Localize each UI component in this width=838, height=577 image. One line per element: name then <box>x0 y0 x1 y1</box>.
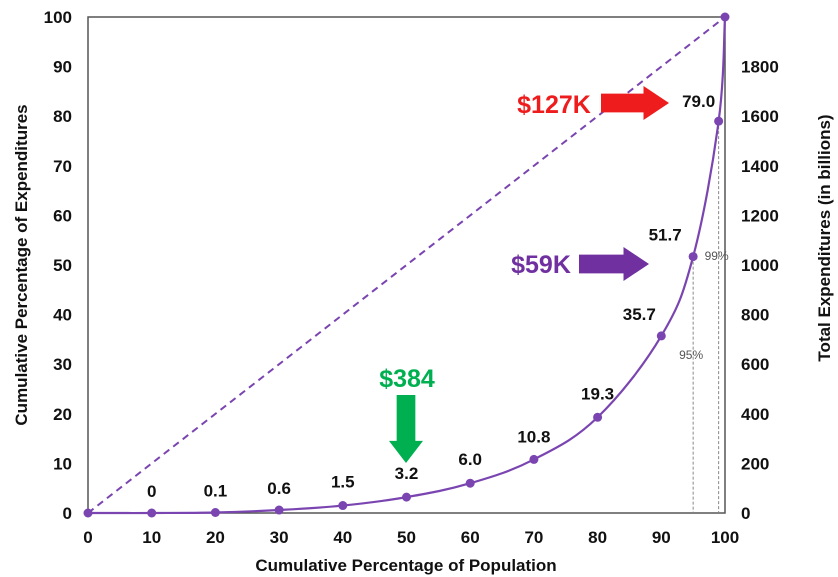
y-tick-label: 30 <box>53 355 72 374</box>
y2-tick-label: 200 <box>741 454 769 473</box>
x-tick-label: 20 <box>206 528 225 547</box>
y-axis-ticks: 0 10 20 30 40 50 60 70 80 90 100 <box>44 8 72 523</box>
data-point <box>274 505 284 515</box>
data-point <box>714 116 724 126</box>
data-point <box>147 508 157 518</box>
data-label: 3.2 <box>395 464 419 483</box>
y2-tick-label: 800 <box>741 306 769 325</box>
arrow-right-icon <box>601 86 669 120</box>
reference-line-label: 95% <box>679 348 703 362</box>
data-point <box>720 12 730 22</box>
y-tick-label: 10 <box>53 454 72 473</box>
x-axis-ticks: 0 10 20 30 40 50 60 70 80 90 100 <box>83 528 739 547</box>
y-tick-label: 20 <box>53 405 72 424</box>
data-label: 0.6 <box>267 479 291 498</box>
annotation-label: $127K <box>517 91 591 119</box>
data-label: 0.1 <box>204 482 228 501</box>
y-tick-label: 50 <box>53 256 72 275</box>
x-tick-label: 40 <box>333 528 352 547</box>
y2-tick-label: 1600 <box>741 107 779 126</box>
arrow-right-icon <box>579 247 649 281</box>
y-tick-label: 70 <box>53 157 72 176</box>
lorenz-curve <box>87 16 727 515</box>
y2-axis-ticks: 0 200 400 600 800 1000 1200 1400 1600 1800 <box>741 58 779 523</box>
data-point <box>688 252 698 262</box>
x-tick-label: 30 <box>270 528 289 547</box>
data-point <box>593 412 603 422</box>
data-label: 10.8 <box>517 427 550 446</box>
data-label: 51.7 <box>649 226 682 245</box>
y2-tick-label: 600 <box>741 355 769 374</box>
data-label: 0 <box>147 482 156 501</box>
y2-tick-label: 1000 <box>741 256 779 275</box>
arrow-down-icon <box>389 395 423 463</box>
y2-axis-title: Total Expenditures (in billions) <box>815 114 834 361</box>
data-label: 79.0 <box>682 92 715 111</box>
data-label: 19.3 <box>581 384 614 403</box>
annotation-label: $59K <box>511 251 571 279</box>
plot-frame <box>87 16 726 514</box>
data-point <box>83 508 93 518</box>
y-tick-label: 90 <box>53 58 72 77</box>
y-tick-label: 0 <box>63 504 72 523</box>
y2-tick-label: 400 <box>741 405 769 424</box>
x-tick-label: 60 <box>461 528 480 547</box>
data-label: 1.5 <box>331 473 355 492</box>
x-tick-label: 10 <box>142 528 161 547</box>
y-tick-label: 80 <box>53 107 72 126</box>
data-point <box>529 454 539 464</box>
y-axis-title: Cumulative Percentage of Expenditures <box>12 104 31 425</box>
data-label: 35.7 <box>623 305 656 324</box>
data-point <box>338 501 348 511</box>
x-tick-label: 100 <box>711 528 739 547</box>
data-label: 6.0 <box>458 450 482 469</box>
x-tick-label: 80 <box>588 528 607 547</box>
data-point <box>402 492 411 502</box>
y-tick-label: 40 <box>53 306 72 325</box>
y2-tick-label: 1800 <box>741 58 779 77</box>
y2-tick-label: 1200 <box>741 206 779 225</box>
x-tick-label: 90 <box>652 528 671 547</box>
y2-tick-label: 1400 <box>741 157 779 176</box>
data-point <box>465 478 475 488</box>
data-labels: 0 0.1 0.6 1.5 3.2 6.0 10.8 19.3 35.7 51.7 79.0 <box>147 92 715 501</box>
data-point <box>656 331 666 341</box>
data-point <box>210 508 220 518</box>
annotation-label: $384 <box>379 365 435 393</box>
reference-lines: 95% 99% <box>679 121 729 513</box>
annotations: $127K $59K $384 <box>379 86 669 463</box>
reference-line-label: 99% <box>705 249 729 263</box>
x-tick-label: 70 <box>524 528 543 547</box>
x-tick-label: 0 <box>83 528 92 547</box>
y-tick-label: 60 <box>53 206 72 225</box>
y2-tick-label: 0 <box>741 504 750 523</box>
x-tick-label: 50 <box>397 528 416 547</box>
y-tick-label: 100 <box>44 8 72 27</box>
x-axis-title: Cumulative Percentage of Population <box>255 556 556 575</box>
